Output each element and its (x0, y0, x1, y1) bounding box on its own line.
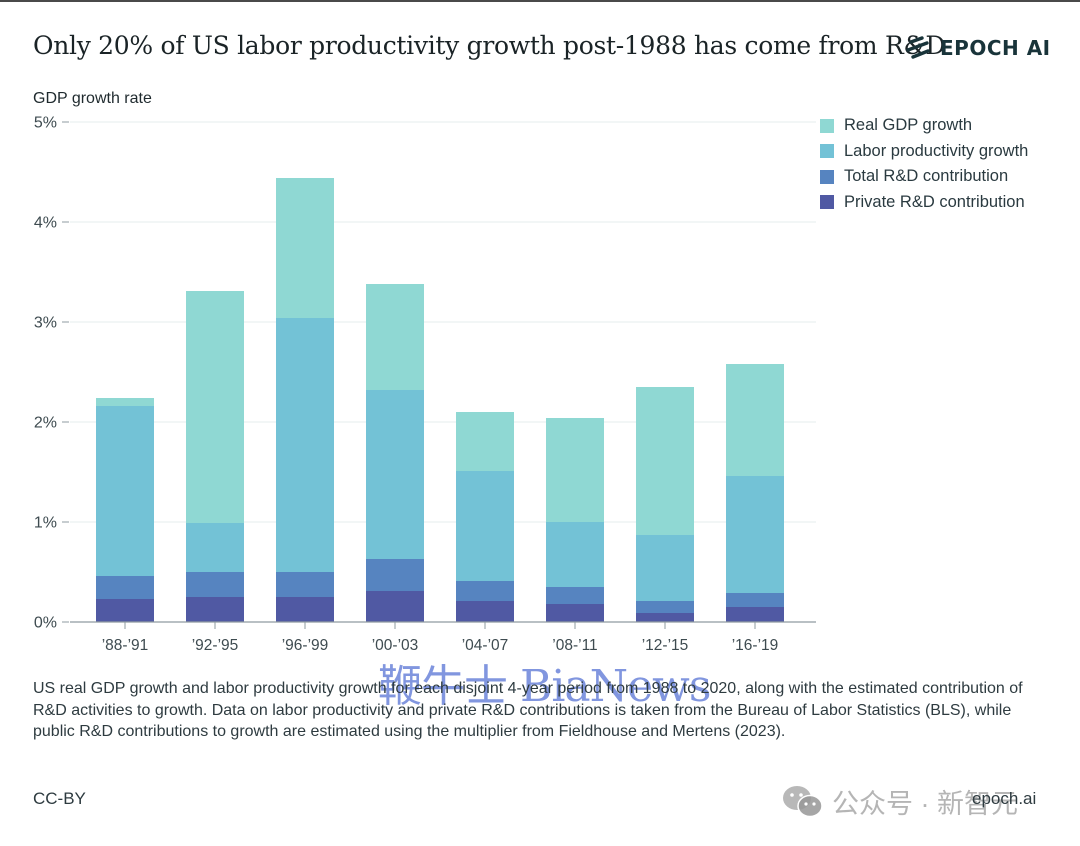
bar-private-rd (276, 597, 334, 622)
legend-label: Labor productivity growth (844, 141, 1029, 160)
legend-swatch-real-gdp (820, 118, 834, 133)
epoch-logo[interactable]: EPOCH AI (905, 36, 1051, 60)
bar-private-rd (456, 601, 514, 622)
x-tick-label: ’16-’19 (732, 637, 779, 654)
x-tick-label: ’92-’95 (192, 637, 239, 654)
license-label: CC-BY (33, 789, 86, 808)
legend-swatch-private-rd (820, 195, 834, 210)
bar-private-rd (366, 591, 424, 622)
x-tick-label: ’08-’11 (552, 637, 597, 654)
x-tick-label: ’12-’15 (642, 637, 689, 654)
bar-private-rd (726, 607, 784, 622)
y-tick-label: 4% (34, 215, 57, 232)
legend-label: Private R&D contribution (844, 192, 1025, 211)
y-tick-label: 1% (34, 515, 57, 532)
legend-item-real-gdp[interactable]: Real GDP growth (820, 113, 1028, 139)
top-border (0, 0, 1080, 2)
bar-private-rd (96, 599, 154, 622)
bar-private-rd (186, 597, 244, 622)
bar-private-rd (636, 613, 694, 622)
x-tick-label: ’00-’03 (372, 637, 419, 654)
legend-label: Total R&D contribution (844, 167, 1009, 186)
legend-label: Real GDP growth (844, 116, 973, 135)
y-tick-label: 5% (34, 115, 57, 132)
wechat-icon (783, 785, 823, 817)
watermark-wechat-text: 公众号 · 新智元 (832, 789, 1018, 819)
chart-title: Only 20% of US labor productivity growth… (33, 31, 946, 60)
legend-item-private-rd[interactable]: Private R&D contribution (820, 190, 1028, 216)
chart-caption: US real GDP growth and labor productivit… (33, 680, 1023, 740)
y-tick-label: 2% (34, 415, 57, 432)
logo-text: EPOCH AI (940, 36, 1051, 60)
bar-private-rd (546, 604, 604, 622)
x-tick-label: ’04-’07 (462, 637, 509, 654)
legend-swatch-labor-productivity (820, 144, 834, 159)
site-link[interactable]: epoch.ai (972, 789, 1037, 808)
chart-legend: Real GDP growth Labor productivity growt… (820, 113, 1028, 215)
y-axis-title: GDP growth rate (33, 90, 152, 107)
y-tick-label: 0% (34, 615, 57, 632)
legend-item-total-rd[interactable]: Total R&D contribution (820, 164, 1028, 190)
watermark-bianews: 鞭牛士 BiaNews (378, 661, 711, 712)
epoch-stripes-icon (906, 36, 930, 59)
bar-labor-productivity (276, 318, 334, 622)
legend-item-labor-productivity[interactable]: Labor productivity growth (820, 139, 1028, 165)
watermark-wechat: 公众号 · 新智元 (782, 782, 1018, 821)
x-tick-label: ’96-’99 (282, 637, 329, 654)
legend-swatch-total-rd (820, 169, 834, 184)
y-tick-label: 3% (34, 315, 57, 332)
x-tick-label: ’88-’91 (102, 637, 149, 654)
